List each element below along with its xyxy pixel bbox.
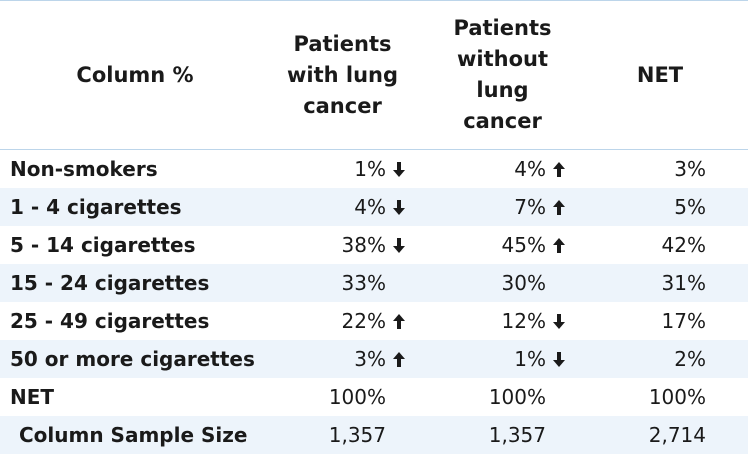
table-row: Column Sample Size 1,357 1,357 2,714: [0, 416, 748, 454]
corner-header: Column %: [0, 1, 270, 149]
row-label: 1 - 4 cigarettes: [10, 195, 182, 219]
cell-value: 4%: [514, 157, 546, 181]
cell-value: 2%: [674, 347, 706, 371]
cell-value: 33%: [341, 271, 386, 295]
up-arrow-icon: [551, 150, 567, 188]
cell-value: 45%: [501, 233, 546, 257]
down-arrow-icon: [391, 150, 407, 188]
cell-value: 1,357: [488, 423, 546, 447]
column-header-line: lung: [476, 78, 529, 102]
cell-value: 4%: [354, 195, 386, 219]
column-header-line: NET: [636, 62, 684, 87]
down-arrow-icon: [551, 340, 567, 378]
column-header-line: Patients: [453, 16, 552, 40]
row-label: 15 - 24 cigarettes: [10, 271, 210, 295]
cell-value: 17%: [661, 309, 706, 333]
table-row: 25 - 49 cigarettes 22% 12% 17%: [0, 302, 748, 340]
cell-value: 12%: [501, 309, 546, 333]
down-arrow-icon: [391, 226, 407, 264]
cell-value: 1,357: [328, 423, 386, 447]
column-header-lung-cancer: Patients with lung cancer: [270, 1, 415, 149]
column-header-line: Patients: [293, 31, 392, 56]
cell-value: 22%: [341, 309, 386, 333]
up-arrow-icon: [551, 188, 567, 226]
table-row: 50 or more cigarettes 3% 1% 2%: [0, 340, 748, 378]
table-row: Non-smokers 1% 4% 3%: [0, 150, 748, 188]
cell-value: 31%: [661, 271, 706, 295]
cell-value: 30%: [501, 271, 546, 295]
table-row: NET 100% 100% 100%: [0, 378, 748, 416]
cell-value: 3%: [674, 157, 706, 181]
cell-value: 100%: [648, 385, 706, 409]
table-row: 15 - 24 cigarettes 33% 30% 31%: [0, 264, 748, 302]
column-header-no-lung-cancer: Patients without lung cancer: [430, 1, 575, 149]
row-label: 5 - 14 cigarettes: [10, 233, 196, 257]
table-header: Column % Patients with lung cancer Patie…: [0, 1, 748, 150]
up-arrow-icon: [391, 340, 407, 378]
up-arrow-icon: [551, 226, 567, 264]
column-header-line: cancer: [303, 93, 382, 118]
column-header-label: Patients with lung cancer: [287, 29, 398, 122]
column-header-line: cancer: [463, 109, 542, 133]
row-label: 50 or more cigarettes: [10, 347, 255, 371]
row-label: Non-smokers: [10, 157, 158, 181]
cell-value: 2,714: [648, 423, 706, 447]
cell-value: 38%: [341, 233, 386, 257]
row-label: Column Sample Size: [19, 423, 248, 447]
corner-header-label: Column %: [76, 62, 194, 87]
column-header-line: without: [456, 47, 548, 71]
cell-value: 5%: [674, 195, 706, 219]
cell-value: 1%: [514, 347, 546, 371]
down-arrow-icon: [551, 302, 567, 340]
table-row: 1 - 4 cigarettes 4% 7% 5%: [0, 188, 748, 226]
table-row: 5 - 14 cigarettes 38% 45% 42%: [0, 226, 748, 264]
cell-value: 3%: [354, 347, 386, 371]
column-header-net: NET: [600, 1, 720, 149]
cell-value: 100%: [488, 385, 546, 409]
row-label: NET: [10, 385, 55, 409]
up-arrow-icon: [391, 302, 407, 340]
cell-value: 7%: [514, 195, 546, 219]
row-label: 25 - 49 cigarettes: [10, 309, 210, 333]
cell-value: 42%: [661, 233, 706, 257]
column-header-label: Patients without lung cancer: [454, 13, 552, 137]
column-header-line: with lung: [286, 62, 399, 87]
down-arrow-icon: [391, 188, 407, 226]
cell-value: 1%: [354, 157, 386, 181]
cell-value: 100%: [328, 385, 386, 409]
